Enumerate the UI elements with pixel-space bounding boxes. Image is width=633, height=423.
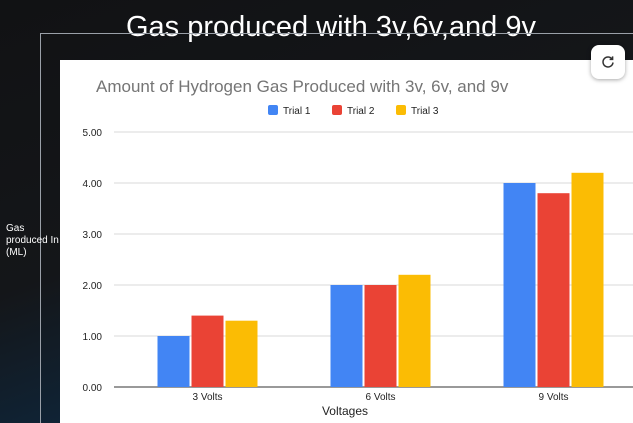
refresh-button[interactable] xyxy=(591,45,625,79)
y-tick-label: 0.00 xyxy=(83,383,103,394)
legend-swatch xyxy=(268,105,278,115)
frame-border-top xyxy=(40,33,633,34)
x-tick-label: 3 Volts xyxy=(192,392,222,403)
bar xyxy=(330,285,363,387)
side-label-line: produced In xyxy=(6,235,59,246)
bar xyxy=(571,172,604,387)
x-axis-title: Voltages xyxy=(322,404,368,418)
side-label-line: Gas xyxy=(6,223,25,234)
y-tick-label: 4.00 xyxy=(83,179,103,190)
legend-label: Trial 2 xyxy=(347,106,375,117)
x-tick-label: 9 Volts xyxy=(538,392,568,403)
bar-chart: Amount of Hydrogen Gas Produced with 3v,… xyxy=(83,77,633,418)
slide-title: Gas produced with 3v,6v,and 9v xyxy=(126,11,536,43)
bar xyxy=(225,320,258,387)
bar xyxy=(191,315,224,387)
bar xyxy=(157,336,190,387)
bar xyxy=(537,193,570,387)
y-tick-label: 2.00 xyxy=(83,281,103,292)
bar xyxy=(398,274,431,387)
side-label-line: (ML) xyxy=(6,247,27,258)
y-tick-label: 3.00 xyxy=(83,230,103,241)
legend-swatch xyxy=(396,105,406,115)
legend-label: Trial 3 xyxy=(411,106,439,117)
bar xyxy=(503,183,536,387)
legend-label: Trial 1 xyxy=(283,106,311,117)
frame-border-left xyxy=(40,33,41,423)
chart-title: Amount of Hydrogen Gas Produced with 3v,… xyxy=(96,77,509,96)
refresh-icon xyxy=(602,56,614,68)
y-tick-label: 1.00 xyxy=(83,332,103,343)
side-axis-label: Gas produced In (ML) xyxy=(6,223,76,259)
y-tick-label: 5.00 xyxy=(83,128,103,139)
bar xyxy=(364,285,397,387)
x-tick-label: 6 Volts xyxy=(365,392,395,403)
chart-card: Amount of Hydrogen Gas Produced with 3v,… xyxy=(60,60,633,423)
legend-swatch xyxy=(332,105,342,115)
